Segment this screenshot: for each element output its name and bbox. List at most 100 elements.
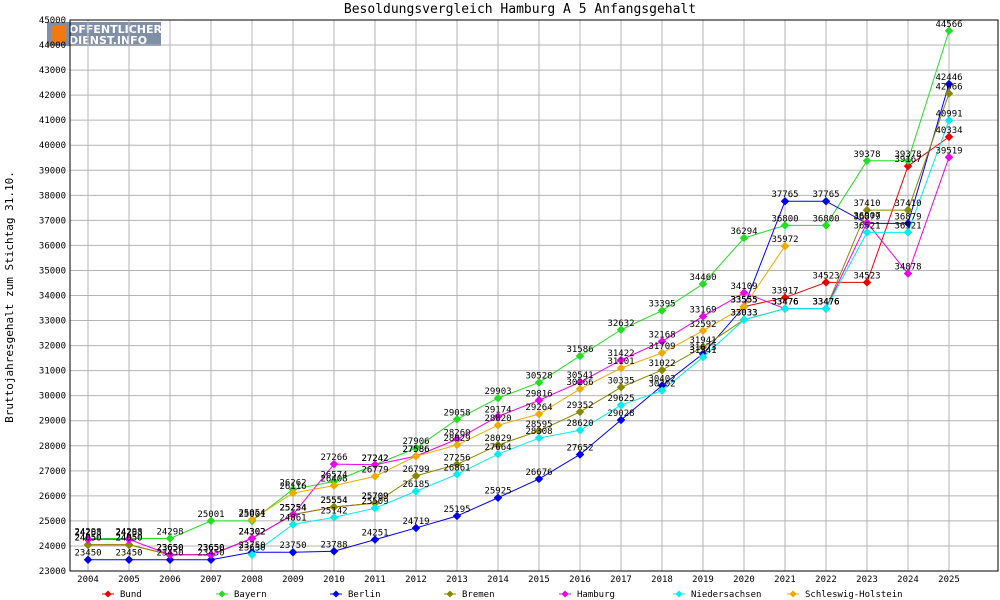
x-tick-label: 2015 — [528, 575, 550, 585]
data-label: 34523 — [812, 271, 839, 281]
data-label: 37765 — [771, 190, 798, 200]
data-label: 31673 — [689, 343, 716, 353]
data-label: 36879 — [894, 212, 921, 222]
data-point — [452, 511, 462, 521]
legend-label: Bremen — [462, 590, 495, 600]
data-label: 33476 — [771, 298, 798, 308]
data-point — [493, 440, 503, 450]
x-tick-label: 2010 — [323, 575, 345, 585]
legend-marker — [332, 590, 340, 598]
data-point — [821, 278, 831, 287]
data-label: 33169 — [689, 305, 716, 315]
data-label: 36907 — [853, 212, 880, 222]
legend-item-bund: Bund — [102, 590, 142, 600]
data-point — [657, 386, 667, 395]
y-tick-label: 42000 — [39, 91, 66, 101]
series-lines — [83, 26, 954, 564]
data-point — [329, 547, 339, 556]
data-point — [329, 481, 339, 490]
data-label: 23650 — [156, 544, 183, 554]
data-label: 25554 — [320, 496, 347, 506]
x-tick-label: 2007 — [200, 575, 222, 585]
data-label: 33476 — [812, 298, 839, 308]
data-point — [493, 420, 503, 430]
legend-marker — [675, 590, 683, 598]
data-label: 36800 — [771, 214, 798, 224]
data-label: 33476 — [771, 298, 798, 308]
legend-item-bremen: Bremen — [444, 590, 495, 600]
data-label: 33555 — [730, 296, 757, 306]
x-tick-label: 2005 — [118, 575, 140, 585]
y-tick-label: 26000 — [39, 492, 66, 502]
data-label: 23650 — [156, 544, 183, 554]
data-label: 27906 — [402, 437, 429, 447]
data-label: 27242 — [361, 454, 388, 464]
data-label: 30335 — [607, 376, 634, 386]
data-label: 27586 — [402, 445, 429, 455]
data-label: 40991 — [935, 109, 962, 119]
y-tick-label: 30000 — [39, 392, 66, 402]
data-point — [534, 378, 544, 387]
data-label: 28820 — [484, 414, 511, 424]
data-label: 23450 — [156, 549, 183, 559]
data-label: 24251 — [361, 529, 388, 539]
data-label: 27664 — [484, 443, 511, 453]
data-point — [411, 523, 421, 533]
data-label: 29174 — [484, 405, 511, 415]
data-label: 23650 — [197, 544, 224, 554]
x-tick-label: 2025 — [938, 575, 960, 585]
data-label: 33033 — [730, 309, 757, 319]
data-point — [657, 348, 667, 358]
legend-marker — [561, 590, 569, 598]
legend-marker — [218, 590, 226, 598]
y-axis-ticks: 23000 24000 25000 26000 27000 28000 29000 30000… — [39, 16, 66, 577]
data-point — [739, 288, 749, 298]
data-point — [616, 415, 626, 425]
data-point — [411, 443, 421, 453]
data-point — [534, 474, 544, 484]
x-tick-label: 2024 — [897, 575, 919, 585]
data-point — [534, 426, 544, 436]
data-label: 39167 — [894, 155, 921, 165]
data-label: 34460 — [689, 273, 716, 283]
data-label: 25142 — [320, 506, 347, 516]
data-label: 31941 — [689, 336, 716, 346]
data-point — [329, 513, 339, 522]
data-point — [821, 304, 831, 313]
data-label: 27242 — [361, 454, 388, 464]
data-point — [370, 535, 380, 544]
data-point — [657, 337, 667, 346]
data-label: 24302 — [238, 527, 265, 537]
data-point — [288, 488, 298, 498]
data-label: 25509 — [361, 497, 388, 507]
data-point — [452, 470, 462, 479]
data-label: 25709 — [361, 492, 388, 502]
data-label: 33917 — [771, 287, 798, 297]
data-label: 26185 — [402, 480, 429, 490]
data-point — [575, 384, 585, 394]
y-tick-label: 28000 — [39, 442, 66, 452]
data-point — [534, 396, 544, 405]
data-label: 28595 — [525, 420, 552, 430]
y-tick-label: 43000 — [39, 66, 66, 76]
data-label: 30266 — [566, 378, 593, 388]
data-label: 26779 — [361, 465, 388, 475]
legend-label: Niedersachsen — [691, 590, 761, 600]
data-point — [534, 409, 544, 419]
data-label: 24263 — [74, 528, 101, 538]
x-tick-label: 2019 — [692, 575, 714, 585]
y-tick-label: 23000 — [39, 567, 66, 577]
x-axis-ticks: 2004 2005 2006 2007 2008 2009 2010 2011 2012 2013… — [77, 575, 960, 585]
data-point — [411, 486, 421, 496]
data-label: 24302 — [238, 527, 265, 537]
data-point — [739, 315, 749, 324]
logo-line-2: DIENST.INFO — [69, 34, 147, 47]
data-label: 36521 — [853, 221, 880, 231]
series-line-niedersachsen — [251, 120, 950, 556]
data-label: 29625 — [607, 394, 634, 404]
y-tick-label: 39000 — [39, 166, 66, 176]
legend-marker — [446, 590, 454, 598]
data-point — [411, 471, 421, 481]
data-label: 24050 — [74, 534, 101, 544]
